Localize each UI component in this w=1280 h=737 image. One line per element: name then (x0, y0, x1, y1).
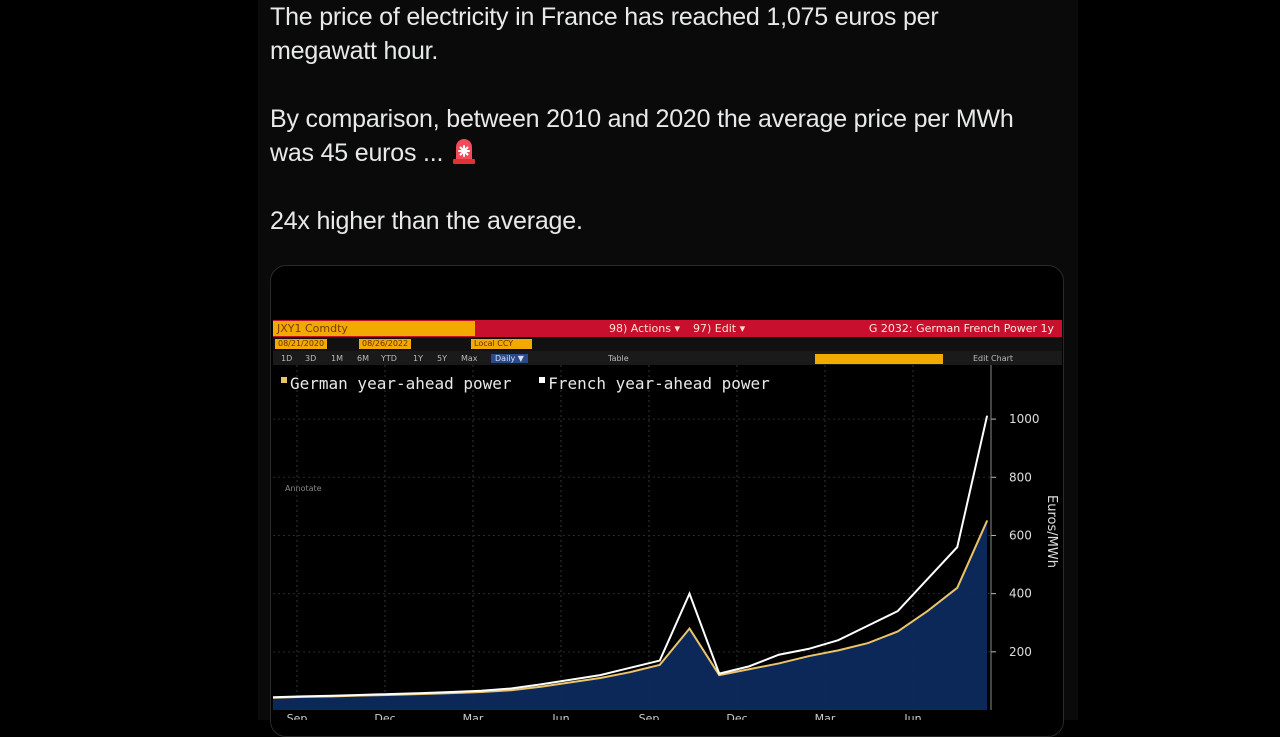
period-1m[interactable]: 1M (331, 354, 343, 363)
data-point-german (986, 520, 988, 522)
data-point-german (748, 668, 750, 671)
legend-item-french: French year-ahead power (539, 374, 770, 393)
end-date-field[interactable]: 08/26/2022 (359, 339, 412, 349)
table-button[interactable]: Table (608, 354, 629, 363)
y-tick-label: 600 (1009, 528, 1032, 542)
y-tick-label: 200 (1009, 645, 1032, 659)
data-point-french (807, 648, 810, 650)
legend-swatch-german (281, 377, 287, 383)
data-point-french (420, 692, 423, 694)
search-field[interactable] (815, 354, 943, 364)
terminal-title: G 2032: German French Power 1y (868, 322, 1054, 335)
data-point-french (777, 653, 780, 656)
data-point-french (331, 694, 334, 697)
data-point-french (718, 672, 721, 675)
legend-item-german: German year-ahead power (281, 374, 512, 393)
data-point-german (569, 681, 572, 684)
start-date-field[interactable]: 08/21/2020 (275, 339, 328, 349)
currency-field[interactable]: Local CCY (471, 339, 532, 349)
period-1d[interactable]: 1D (281, 354, 293, 363)
data-point-french (301, 695, 304, 698)
data-point-french (688, 592, 691, 595)
y-tick-label: 1000 (1009, 412, 1040, 426)
data-point-french (510, 687, 512, 690)
period-1y[interactable]: 1Y (413, 354, 423, 363)
x-tick-label: Jun (551, 712, 569, 720)
data-point-french (986, 415, 988, 417)
x-tick-label: Dec (726, 712, 747, 720)
data-point-french (480, 690, 483, 692)
data-point-german (896, 630, 899, 633)
legend-label-french: French year-ahead power (548, 374, 770, 393)
data-point-french (599, 674, 602, 676)
tweet-paragraph-2-text: By comparison, between 2010 and 2020 the… (270, 105, 1014, 167)
data-point-german (956, 587, 959, 589)
legend-swatch-french (539, 377, 546, 383)
data-point-french (956, 546, 959, 548)
x-tick-label: Mar (815, 712, 836, 720)
tweet-paragraph-3: 24x higher than the average. (270, 207, 583, 235)
y-axis-label: Euros/MWh (1044, 495, 1059, 568)
data-point-german (510, 689, 512, 692)
frequency-select[interactable]: Daily ▼ (491, 354, 528, 363)
period-ytd[interactable]: YTD (381, 354, 397, 363)
data-point-german (867, 642, 869, 644)
period-max[interactable]: Max (461, 354, 478, 363)
price-chart: Sep Dec Mar Jun Sep Dec Mar Jun 200 400 600 800 1000… (273, 365, 1059, 720)
annotate-label[interactable]: Annotate (285, 484, 322, 493)
edit-menu[interactable]: 97) Edit ▾ (693, 322, 746, 335)
data-point-french (748, 665, 750, 668)
series-area-german (273, 520, 987, 710)
period-6m[interactable]: 6M (357, 354, 369, 363)
x-tick-label: Sep (639, 712, 660, 720)
y-tick-label: 400 (1009, 587, 1032, 601)
data-point-german (926, 610, 929, 612)
chart-legend: German year-ahead power French year-ahea… (281, 374, 770, 393)
terminal-header-bar: JXY1 Comdty 98) Actions ▾ 97) Edit ▾ G 2… (273, 320, 1062, 337)
tweet-paragraph-1: The price of electricity in France has r… (270, 3, 939, 65)
ticker-field[interactable]: JXY1 Comdty (273, 321, 475, 336)
rotating-light-icon (453, 139, 476, 164)
tweet-paragraph-2: By comparison, between 2010 and 2020 the… (270, 102, 1050, 170)
x-tick-label: Mar (463, 712, 484, 720)
bloomberg-chart-image: JXY1 Comdty 98) Actions ▾ 97) Edit ▾ G 2… (273, 320, 1062, 720)
data-point-french (896, 610, 899, 612)
period-3d[interactable]: 3D (305, 354, 317, 363)
data-point-french (361, 694, 364, 696)
tweet-text: The price of electricity in France has r… (270, 0, 1060, 238)
data-point-german (688, 627, 691, 630)
data-point-german (837, 649, 840, 652)
x-tick-label: Sep (287, 712, 308, 720)
data-point-german (539, 685, 542, 688)
data-point-french (629, 667, 631, 669)
data-point-french (391, 693, 393, 695)
legend-label-german: German year-ahead power (290, 374, 512, 393)
data-point-french (450, 691, 453, 693)
data-point-french (837, 639, 840, 641)
data-point-german (599, 677, 602, 679)
actions-menu[interactable]: 98) Actions ▾ (609, 322, 680, 335)
data-point-german (629, 671, 631, 673)
y-tick-label: 800 (1009, 470, 1032, 484)
data-point-french (273, 696, 274, 698)
date-range-bar: 08/21/2020 08/26/2022 Local CCY (273, 337, 1062, 351)
data-point-french (569, 678, 572, 681)
data-point-german (807, 655, 810, 657)
x-tick-label: Jun (903, 712, 921, 720)
data-point-german (777, 662, 780, 665)
data-point-french (658, 659, 661, 662)
period-bar: 1D 3D 1M 6M YTD 1Y 5Y Max Daily ▼ Table … (273, 351, 1062, 365)
period-5y[interactable]: 5Y (437, 354, 447, 363)
data-point-french (867, 624, 869, 627)
data-point-german (658, 664, 661, 666)
data-point-french (539, 683, 542, 686)
x-tick-label: Dec (374, 712, 395, 720)
data-point-french (926, 578, 929, 580)
edit-chart-button[interactable]: Edit Chart (973, 354, 1014, 363)
